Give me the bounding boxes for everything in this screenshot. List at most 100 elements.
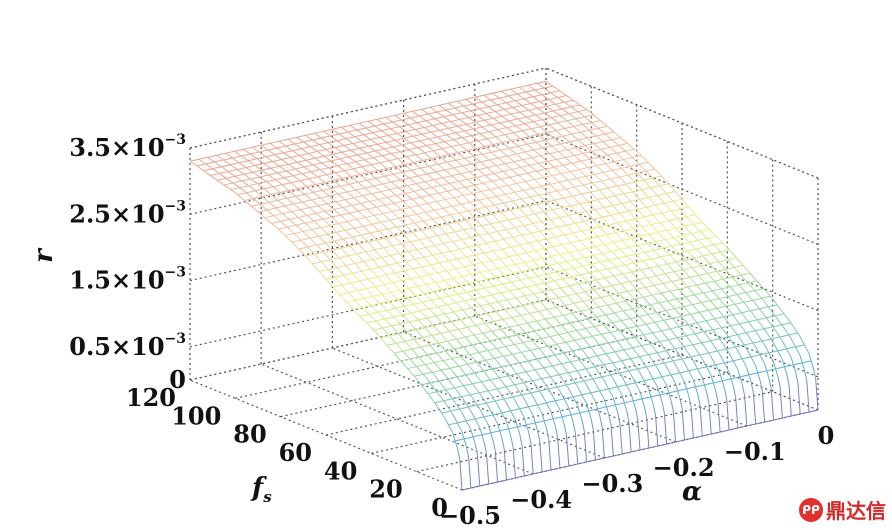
mesh-line bbox=[592, 218, 617, 246]
mesh-line bbox=[478, 364, 498, 390]
mesh-line bbox=[581, 420, 585, 432]
mesh-line bbox=[770, 389, 774, 421]
mesh-line bbox=[629, 269, 653, 296]
mesh-line bbox=[442, 311, 466, 338]
mesh-line bbox=[523, 382, 534, 397]
mesh-line bbox=[571, 312, 596, 340]
floor-grid-line bbox=[280, 336, 637, 418]
mesh-line bbox=[244, 120, 601, 201]
mesh-line bbox=[269, 142, 294, 160]
mesh-line bbox=[541, 378, 552, 393]
mesh-line bbox=[569, 141, 593, 162]
mesh-line bbox=[642, 296, 667, 324]
mesh-line bbox=[430, 148, 455, 169]
mesh-line bbox=[763, 300, 783, 326]
mesh-line bbox=[543, 199, 567, 226]
mesh-line bbox=[484, 136, 508, 157]
mesh-line bbox=[605, 185, 629, 212]
mesh-line bbox=[651, 294, 676, 322]
mesh-line bbox=[403, 112, 427, 130]
mesh-line bbox=[359, 235, 717, 317]
mesh-line bbox=[617, 412, 621, 424]
mesh-line bbox=[320, 249, 345, 276]
mesh-line bbox=[540, 350, 560, 376]
mesh-line bbox=[763, 328, 774, 343]
mesh-line bbox=[400, 179, 424, 200]
mesh-line bbox=[352, 272, 376, 300]
mesh-line bbox=[400, 280, 757, 362]
mesh-line bbox=[207, 156, 231, 174]
mesh-line bbox=[492, 440, 496, 452]
mesh-line bbox=[468, 457, 472, 489]
mesh-line bbox=[474, 96, 498, 114]
mesh-line bbox=[697, 394, 701, 406]
mesh-line bbox=[722, 278, 747, 306]
mesh-line bbox=[544, 318, 569, 346]
mesh-line bbox=[656, 324, 676, 350]
mesh-line bbox=[480, 213, 505, 240]
fs-tick-label: 40 bbox=[324, 456, 357, 485]
mesh-line bbox=[319, 197, 344, 218]
mesh-line bbox=[576, 342, 596, 368]
mesh-line bbox=[669, 290, 693, 318]
mesh-line bbox=[341, 126, 365, 144]
mesh-line bbox=[408, 177, 433, 198]
mesh-line bbox=[578, 191, 603, 218]
mesh-line bbox=[370, 327, 395, 354]
mesh-line bbox=[537, 430, 541, 442]
mesh-line bbox=[212, 176, 236, 194]
mesh-line bbox=[376, 118, 400, 136]
mesh-line bbox=[584, 279, 608, 306]
mesh-line bbox=[424, 315, 448, 342]
mesh-line bbox=[496, 388, 507, 403]
mesh-line bbox=[421, 150, 446, 171]
mesh-line bbox=[583, 220, 608, 248]
mesh-line bbox=[373, 249, 730, 331]
mesh-line bbox=[545, 428, 550, 440]
mesh-line bbox=[476, 244, 501, 272]
mesh-line bbox=[225, 152, 249, 170]
mesh-line bbox=[455, 360, 812, 442]
mesh-line bbox=[621, 360, 632, 375]
mesh-line bbox=[574, 222, 599, 250]
mesh-line bbox=[741, 384, 746, 396]
mesh-line bbox=[347, 243, 371, 270]
mesh-line bbox=[302, 201, 326, 222]
mesh-line bbox=[692, 316, 712, 342]
mesh-line bbox=[486, 301, 511, 328]
back-wall-grid-line bbox=[189, 299, 547, 381]
floor-grid-line bbox=[260, 363, 534, 475]
mesh-line bbox=[650, 175, 674, 202]
mesh-line bbox=[485, 242, 510, 270]
mesh-line bbox=[590, 418, 594, 430]
mesh-line bbox=[681, 409, 685, 441]
mesh-line bbox=[519, 86, 543, 104]
mesh-line bbox=[647, 354, 658, 369]
mesh-line bbox=[629, 330, 649, 356]
mesh-line bbox=[582, 114, 606, 135]
mesh-line bbox=[542, 147, 566, 168]
mesh-line bbox=[516, 205, 540, 232]
mesh-line bbox=[777, 376, 781, 388]
mesh-line bbox=[463, 217, 487, 244]
mesh-line bbox=[332, 170, 357, 191]
mesh-line bbox=[510, 436, 514, 448]
mesh-line bbox=[567, 344, 587, 370]
mesh-line bbox=[706, 392, 710, 404]
mesh-line bbox=[230, 109, 587, 191]
mesh-line bbox=[412, 110, 436, 128]
alpha-tick-label: −0.3 bbox=[581, 469, 643, 498]
mesh-line bbox=[613, 131, 637, 152]
mesh-line bbox=[620, 332, 640, 358]
back-wall-grid-line bbox=[189, 133, 547, 215]
mesh-line bbox=[696, 284, 720, 312]
mesh-line bbox=[487, 390, 498, 405]
mesh-line bbox=[411, 348, 435, 376]
mesh-line bbox=[338, 245, 362, 272]
mesh-line bbox=[573, 116, 597, 137]
mesh-line bbox=[266, 209, 290, 230]
mesh-line bbox=[646, 206, 670, 234]
mesh-line bbox=[396, 262, 421, 290]
mesh-line bbox=[548, 287, 573, 314]
mesh-line bbox=[436, 223, 460, 250]
